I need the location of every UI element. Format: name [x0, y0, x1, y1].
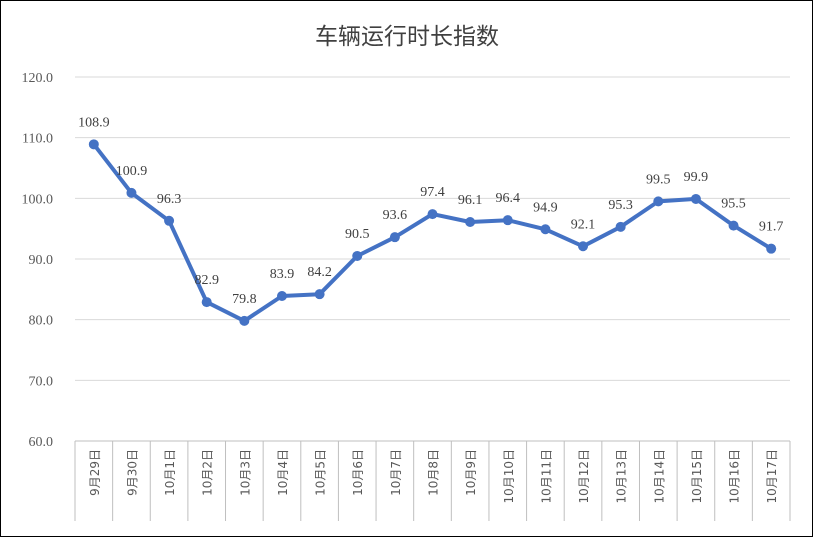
- x-tick-label: 10月15日: [690, 449, 704, 504]
- data-label: 108.9: [78, 115, 110, 130]
- x-tick-label: 9月30日: [125, 449, 139, 496]
- data-point: [578, 241, 589, 252]
- y-tick-label: 120.0: [22, 71, 54, 86]
- data-point: [427, 209, 438, 220]
- data-point: [352, 250, 363, 261]
- data-point: [201, 297, 212, 308]
- data-label: 96.4: [496, 191, 521, 206]
- x-tick-label: 10月11日: [539, 449, 553, 504]
- data-point: [502, 215, 513, 226]
- data-label: 84.2: [307, 265, 332, 280]
- data-label: 99.9: [684, 170, 709, 185]
- data-label: 100.9: [116, 164, 148, 179]
- x-tick-label: 9月29日: [88, 449, 102, 496]
- data-point: [690, 193, 701, 204]
- y-tick-label: 80.0: [29, 314, 54, 329]
- x-tick-label: 10月8日: [427, 449, 441, 496]
- x-tick-label: 10月1日: [163, 449, 177, 496]
- data-label: 90.5: [345, 227, 370, 242]
- x-tick-label: 10月5日: [314, 449, 328, 496]
- y-tick-label: 100.0: [22, 192, 54, 207]
- data-point: [126, 187, 137, 198]
- x-tick-label: 10月2日: [201, 449, 215, 496]
- data-label: 93.6: [383, 208, 408, 223]
- data-point: [465, 216, 476, 227]
- y-axis-ticks: 60.0 70.0 80.0 90.0 100.0 110.0 120.0: [22, 71, 54, 450]
- data-point: [88, 139, 99, 150]
- data-point: [653, 196, 664, 207]
- data-label: 83.9: [270, 267, 295, 282]
- gridlines: [75, 76, 790, 442]
- y-tick-label: 110.0: [22, 132, 53, 147]
- data-label: 99.5: [646, 172, 671, 187]
- chart-title: 车辆运行时长指数: [315, 24, 499, 50]
- data-point: [164, 215, 175, 226]
- y-tick-label: 60.0: [29, 435, 54, 450]
- x-tick-label: 10月10日: [502, 449, 516, 504]
- data-label: 91.7: [759, 220, 784, 235]
- data-point: [615, 221, 626, 232]
- y-tick-label: 90.0: [29, 253, 54, 268]
- data-point: [314, 289, 325, 300]
- x-tick-label: 10月4日: [276, 449, 290, 496]
- x-tick-label: 10月17日: [765, 449, 779, 504]
- data-point: [766, 243, 777, 254]
- data-labels: 108.9 100.9 96.3 82.9 79.8 83.9 84.2 90.5 93.6 97…: [78, 115, 783, 307]
- data-label: 82.9: [194, 273, 219, 288]
- data-label: 94.9: [533, 200, 558, 215]
- series-line: [91, 142, 774, 323]
- data-label: 95.3: [608, 198, 633, 213]
- series-layer: [88, 139, 777, 326]
- x-tick-label: 10月16日: [728, 449, 742, 504]
- x-axis-ticks: 9月29日 9月30日 10月1日 10月2日 10月3日 10月4日 10月5日 10月6日…: [74, 441, 791, 521]
- data-point: [239, 315, 250, 326]
- data-point: [276, 291, 287, 302]
- x-tick-label: 10月12日: [577, 449, 591, 504]
- y-tick-label: 70.0: [29, 374, 54, 389]
- x-tick-label: 10月13日: [615, 449, 629, 504]
- data-label: 79.8: [232, 292, 257, 307]
- data-label: 96.1: [458, 193, 483, 208]
- data-label: 97.4: [420, 185, 445, 200]
- data-point: [389, 232, 400, 243]
- x-tick-label: 10月6日: [351, 449, 365, 496]
- x-tick-label: 10月14日: [652, 449, 666, 504]
- x-tick-label: 10月3日: [238, 449, 252, 496]
- data-label: 96.3: [157, 192, 182, 207]
- data-label: 95.5: [721, 197, 746, 212]
- x-tick-label: 10月7日: [389, 449, 403, 496]
- data-label: 92.1: [571, 217, 596, 232]
- x-tick-label: 10月9日: [464, 449, 478, 496]
- data-point: [728, 220, 739, 231]
- data-point: [540, 224, 551, 235]
